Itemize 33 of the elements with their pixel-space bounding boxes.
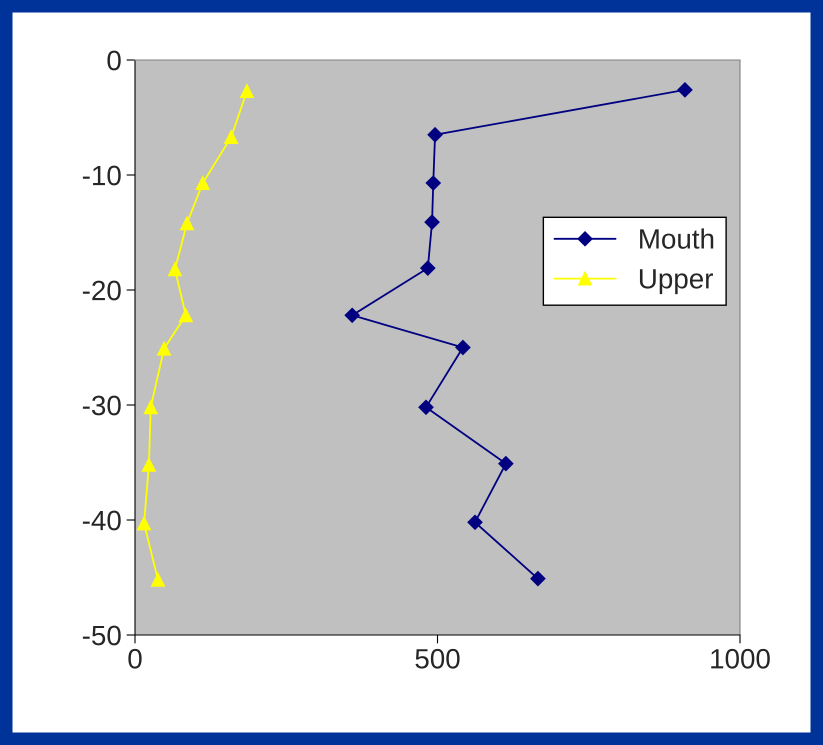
y-tick-label: -50 [82,626,121,646]
legend-label: Mouth [640,228,714,249]
point [344,308,360,323]
point [424,214,440,230]
point [157,342,171,356]
point [142,458,156,472]
point [137,516,152,530]
y-tick-label: -40 [82,510,121,530]
x-tick-label: 0 [128,648,142,669]
point [240,84,254,98]
point [467,514,483,530]
point [455,340,470,356]
y-tick-label: -30 [82,396,121,416]
point [178,308,193,322]
point [428,127,443,142]
point [420,260,436,276]
y-tick-label: 0 [107,50,121,70]
point [196,176,210,190]
y-tick-label: -10 [82,166,121,186]
y-tick-label: -20 [82,280,121,300]
x-tick-label: 1000 [711,648,770,669]
point [530,571,546,586]
x-tick-label: 500 [415,648,460,669]
point [498,456,514,472]
point [224,130,238,144]
legend-label: Upper [640,269,713,294]
point [144,400,158,414]
point [168,262,182,276]
point [151,572,165,587]
point [418,400,434,415]
point [426,175,441,191]
point [180,216,194,230]
point [677,82,693,98]
